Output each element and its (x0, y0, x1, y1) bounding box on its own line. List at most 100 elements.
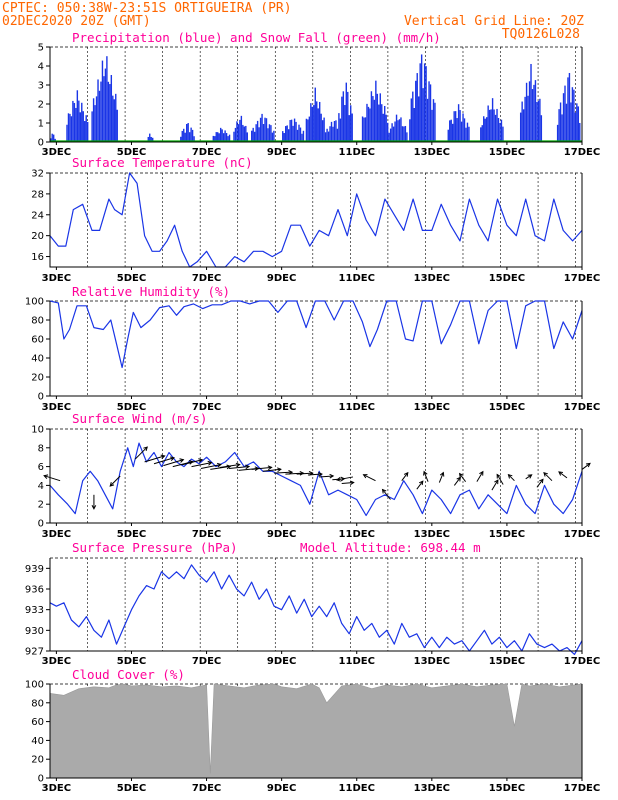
wind-arrowhead (507, 473, 513, 479)
precip-bar (245, 125, 247, 142)
panel-3: 0 2 4 6 8 10 3DEC 5DEC 7DEC 9DEC 11DEC 13DEC 15DEC 17… (31, 425, 600, 541)
precip-bar (425, 66, 427, 142)
precip-bar (97, 79, 99, 142)
x-tick-label: 7DEC (192, 783, 221, 794)
precip-bar (564, 85, 566, 142)
precip-bar (295, 121, 297, 142)
precip-bar (264, 117, 266, 142)
precip-bar (459, 110, 461, 142)
wind-vector (438, 472, 444, 483)
x-tick-label: 3DEC (42, 783, 71, 794)
precip-bar (462, 113, 464, 142)
precip-bar (576, 103, 578, 142)
precip-bar (70, 116, 73, 142)
x-tick-label: 11DEC (339, 529, 375, 540)
precip-bar (310, 103, 312, 142)
precip-bar (69, 113, 71, 142)
wind-vector (319, 475, 334, 478)
wind-vector (134, 446, 148, 460)
precip-bar (384, 105, 386, 142)
y-tick-label: 24 (31, 210, 44, 221)
precip-bar (565, 103, 568, 142)
wind-vector (341, 482, 354, 485)
wind-arrowhead (160, 454, 166, 460)
y-tick-label: 20 (31, 755, 44, 766)
precip-bar (499, 122, 501, 142)
wind-title: Surface Wind (m/s) (72, 411, 207, 426)
precip-bar (428, 81, 430, 142)
y-tick-label: 0 (38, 519, 44, 530)
precip-bar (502, 126, 504, 142)
wind-vector (496, 474, 504, 485)
y-tick-label: 60 (31, 717, 44, 728)
panel-frame (49, 684, 583, 779)
x-tick-label: 9DEC (267, 529, 296, 540)
wind-vector (543, 472, 553, 482)
panel-frame (49, 301, 583, 397)
precip-bar (51, 133, 53, 142)
pressure-title: Surface Pressure (hPa) (72, 540, 238, 555)
wind-vector (382, 489, 391, 500)
wind-arrowhead (543, 471, 548, 477)
precip-bar (262, 124, 265, 142)
wind-arrowhead (403, 471, 409, 477)
precip-bar (293, 118, 296, 142)
precip-bar (308, 116, 311, 142)
y-tick-label: 8 (38, 443, 44, 454)
wind-arrowhead (349, 480, 355, 486)
x-tick-label: 5DEC (117, 656, 146, 667)
precip-bar (72, 100, 74, 142)
panel-1: 16 20 24 28 32 3DEC 5DEC 7DEC 9DEC 11DEC 13DEC 15DE… (31, 169, 600, 285)
precip-bar (242, 124, 244, 142)
precip-bar (369, 108, 371, 142)
wind-vector (508, 474, 515, 482)
precip-bar (85, 115, 87, 142)
precip-bar (450, 119, 452, 142)
precip-bar (313, 105, 315, 142)
y-tick-label: 939 (25, 564, 44, 575)
header-model: TQ0126L028 (502, 27, 580, 42)
precip-bar (406, 132, 408, 142)
precip-bar (392, 126, 395, 142)
y-tick-label: 32 (31, 169, 44, 180)
x-tick-label: 13DEC (414, 656, 450, 667)
wind-arrowhead (179, 458, 185, 463)
x-tick-label: 13DEC (414, 273, 450, 284)
precip-bar (422, 88, 424, 142)
y-tick-label: 1 (38, 119, 44, 130)
precip-bar (539, 98, 541, 142)
series-line (49, 300, 583, 369)
x-tick-label: 15DEC (489, 147, 525, 158)
precip-bar (188, 132, 191, 142)
y-tick-label: 10 (31, 425, 44, 436)
precip-bar (298, 124, 300, 142)
precip-bar (561, 114, 563, 142)
precip-bar (562, 93, 565, 142)
y-tick-label: 5 (38, 43, 44, 54)
altitude-annotation: Model Altitude: 698.44 m (300, 540, 481, 555)
precip-bar (286, 125, 288, 142)
precip-bar (388, 132, 390, 142)
x-tick-label: 17DEC (564, 273, 600, 284)
precip-bar (361, 116, 364, 142)
precip-bar (318, 101, 321, 142)
wind-arrowhead (585, 462, 591, 468)
precip-bar (389, 128, 392, 142)
precip-bar (415, 80, 417, 142)
precip-bar (434, 102, 436, 142)
precip-bar (491, 98, 494, 142)
panel-frame (49, 558, 583, 652)
precip-bar (181, 130, 183, 142)
precip-bar (454, 111, 457, 142)
precip-bar (52, 134, 55, 142)
y-tick-label: 28 (31, 189, 44, 200)
rh-title: Relative Humidity (%) (72, 284, 230, 299)
precip-bar (79, 112, 81, 142)
precip-bar (92, 98, 95, 142)
precip-bar (468, 126, 470, 142)
precip-bar (67, 113, 70, 142)
precip-bar (344, 105, 346, 142)
precip-title: Precipitation (blue) and Snow Fall (gree… (72, 30, 441, 45)
precip-bar (190, 127, 192, 142)
wind-arrowhead (439, 471, 445, 477)
